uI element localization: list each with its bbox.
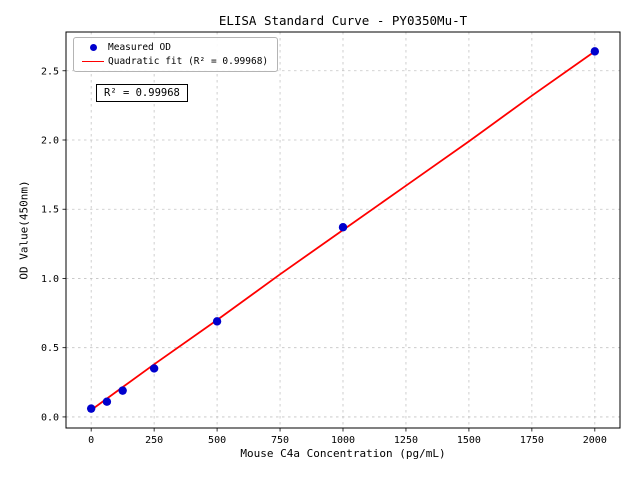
x-tick-label: 1000 [331,435,355,446]
x-tick-label: 250 [145,435,163,446]
x-tick-label: 1500 [457,435,481,446]
fit-line-icon [82,61,104,62]
data-point [149,364,159,373]
legend-marker-box [78,44,108,51]
chart-title: ELISA Standard Curve - PY0350Mu-T [218,13,468,28]
data-point [102,397,112,406]
legend-marker-box [78,61,108,62]
x-tick-label: 2000 [583,435,607,446]
legend: Measured OD Quadratic fit (R² = 0.99968) [73,37,279,72]
plot-border [65,31,621,429]
x-tick-label: 1750 [520,435,544,446]
legend-entry-measured-od: Measured OD [78,42,268,53]
legend-label-quadratic-fit: Quadratic fit (R² = 0.99968) [108,56,269,67]
x-tick-label: 750 [271,435,289,446]
data-point [212,317,222,326]
data-point [590,47,600,56]
legend-label-measured-od: Measured OD [108,42,171,53]
y-tick-label: 2.0 [41,136,59,147]
x-tick-label: 500 [208,435,226,446]
x-axis-label: Mouse C4a Concentration (pg/mL) [240,447,446,460]
x-tick-label: 0 [88,435,94,446]
y-tick-label: 0.0 [41,412,59,423]
y-tick-label: 1.0 [41,274,59,285]
y-tick-label: 2.5 [41,66,59,77]
measured-od-dot-icon [89,44,97,51]
y-tick-label: 1.5 [41,205,59,216]
data-point [86,404,96,413]
r-squared-annotation: R² = 0.99968 [96,84,188,102]
data-point [118,386,127,395]
y-tick-label: 0.5 [41,343,59,354]
x-tick-label: 1250 [394,435,418,446]
y-axis-label: OD Value(450nm) [17,180,31,280]
data-point [338,223,348,232]
legend-entry-quadratic-fit: Quadratic fit (R² = 0.99968) [78,56,268,67]
